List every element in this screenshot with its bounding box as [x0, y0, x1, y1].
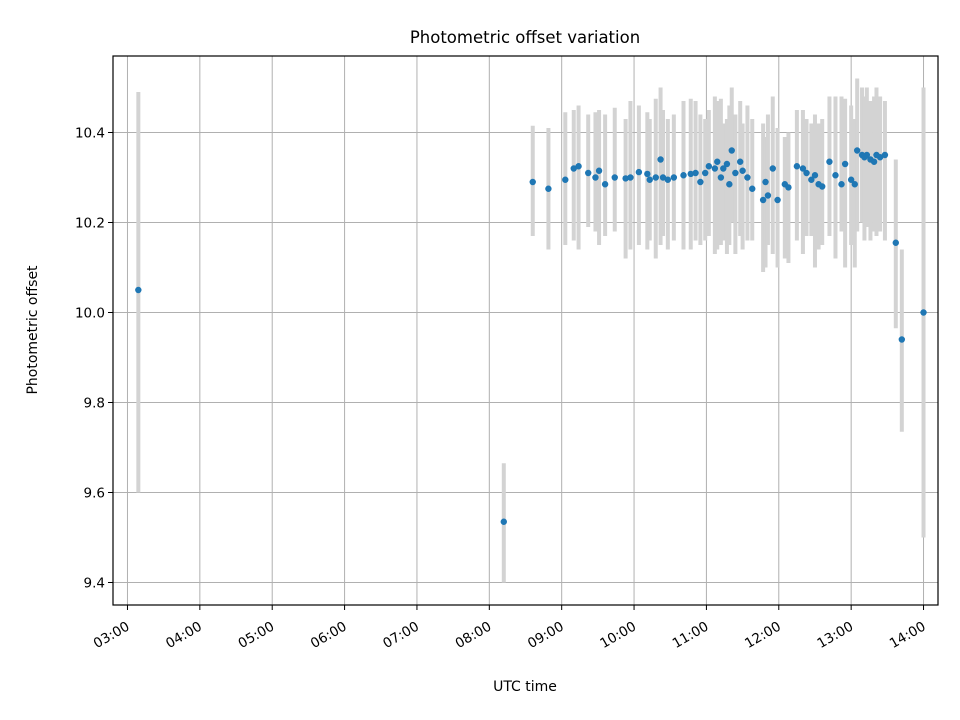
data-point — [545, 185, 552, 192]
data-point — [697, 178, 704, 186]
data-point — [811, 172, 819, 179]
data-point — [622, 175, 629, 182]
data-point — [892, 239, 899, 246]
data-point — [592, 174, 599, 181]
data-point — [744, 174, 751, 181]
data-point — [803, 169, 810, 177]
y-axis-label: Photometric offset — [25, 265, 41, 395]
data-point — [711, 165, 719, 172]
data-point — [714, 158, 721, 165]
data-point — [702, 169, 709, 177]
data-point — [500, 518, 507, 525]
data-point — [749, 185, 756, 192]
data-point — [870, 158, 878, 165]
y-tick-label: 9.8 — [84, 396, 105, 412]
data-point — [762, 178, 769, 186]
data-point — [826, 158, 833, 165]
data-points — [135, 147, 927, 525]
data-point — [646, 176, 653, 183]
data-point — [774, 196, 781, 204]
data-point — [687, 170, 694, 178]
y-tick-label: 10.2 — [75, 216, 105, 232]
data-point — [135, 286, 142, 294]
y-tick-label: 10.0 — [75, 306, 105, 322]
data-point — [726, 181, 733, 188]
data-point — [863, 151, 871, 159]
data-point — [717, 174, 725, 181]
data-point — [705, 163, 713, 170]
data-point — [841, 160, 849, 168]
data-point — [720, 165, 727, 172]
data-point — [851, 181, 858, 188]
plot-frame — [112, 55, 939, 606]
data-point — [575, 163, 582, 170]
data-point — [680, 172, 687, 179]
data-point — [692, 169, 699, 177]
data-point — [920, 309, 927, 316]
data-point — [627, 174, 634, 181]
data-point — [881, 151, 889, 159]
data-point — [635, 168, 643, 176]
data-point — [898, 336, 906, 343]
data-point — [595, 167, 603, 174]
data-point — [562, 176, 569, 183]
y-tick-label: 9.6 — [84, 486, 105, 502]
data-point — [736, 158, 744, 165]
y-tick-label: 10.4 — [75, 126, 105, 142]
data-point — [529, 178, 536, 186]
y-axis-ticks: 9.4 9.6 9.8 10.0 10.2 10.4 — [75, 126, 113, 592]
data-point — [759, 196, 767, 204]
chart-title: Photometric offset variation — [410, 28, 640, 47]
data-point — [728, 147, 735, 154]
data-point — [876, 154, 884, 161]
data-point — [764, 192, 772, 199]
data-point — [819, 183, 826, 190]
data-point — [570, 165, 577, 172]
data-point — [785, 184, 792, 191]
data-point — [601, 181, 609, 188]
y-tick-label: 9.4 — [84, 576, 105, 592]
data-point — [808, 176, 815, 183]
data-point — [670, 174, 678, 181]
data-point — [732, 169, 739, 177]
data-point — [644, 170, 651, 178]
data-point — [793, 163, 801, 170]
data-point — [838, 181, 845, 188]
data-point — [652, 174, 659, 181]
data-point — [659, 174, 667, 181]
data-point — [847, 176, 855, 183]
data-point — [799, 165, 807, 172]
data-point — [739, 167, 746, 174]
x-axis-label: UTC time — [493, 679, 557, 695]
data-point — [832, 172, 839, 179]
data-point — [853, 147, 861, 154]
data-point — [657, 156, 664, 163]
data-point — [723, 160, 731, 168]
data-point — [769, 165, 776, 172]
data-point — [664, 176, 672, 183]
data-point — [585, 169, 592, 177]
data-point — [611, 174, 618, 181]
